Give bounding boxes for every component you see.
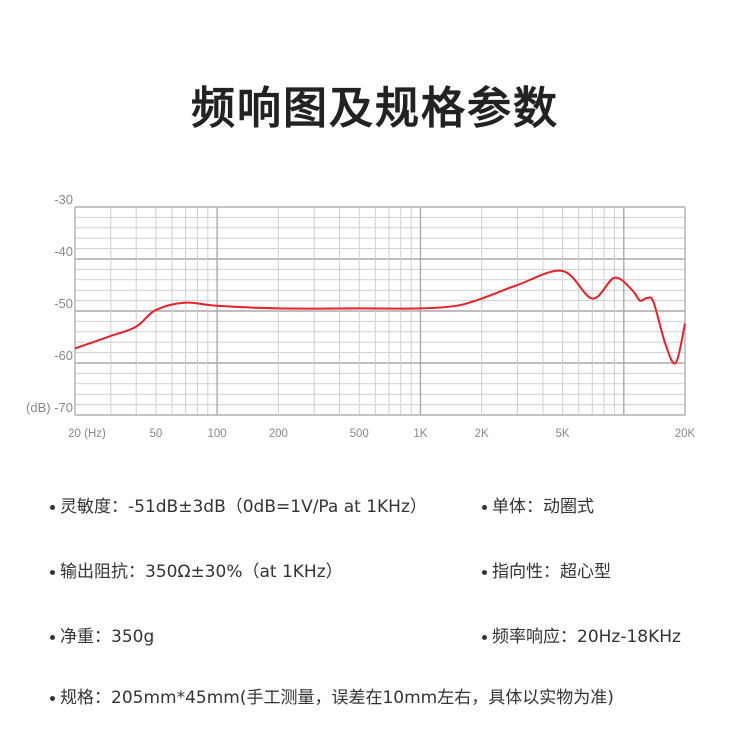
spec-text: 频率响应：20Hz-18KHz [492, 627, 681, 647]
y-tick-label: (dB) -70 [26, 400, 73, 415]
bullet-icon [482, 569, 487, 575]
spec-text: 净重：350g [60, 627, 155, 647]
x-tick-label: 200 [269, 428, 288, 440]
x-tick-label: 100 [208, 428, 227, 440]
bullet-icon [50, 695, 55, 701]
spec-weight: 净重：350g [50, 622, 154, 647]
spec-text: 灵敏度：-51dB±3dB（0dB=1V/Pa at 1KHz） [60, 497, 427, 517]
x-tick-label: 20 (Hz) [68, 428, 106, 440]
y-tick-label: -50 [54, 296, 73, 311]
bullet-icon [50, 569, 55, 575]
y-tick-label: -40 [54, 244, 73, 259]
x-tick-label: 50 [150, 428, 163, 440]
spec-text: 单体：动圈式 [492, 497, 594, 517]
plot-frame [74, 206, 686, 416]
frequency-response-chart: -30 -40 -50 -60 (dB) -70 20 (Hz) 50 100 200 500 1K… [26, 192, 696, 440]
bullet-icon [50, 504, 55, 510]
frequency-response-line [74, 269, 686, 365]
x-tick-label: 20K [675, 428, 696, 440]
bullet-icon [482, 504, 487, 510]
spec-dimensions: 规格：205mm*45mm(手工测量，误差在10mm左右，具体以实物为准) [50, 683, 614, 708]
y-tick-label: -60 [54, 348, 73, 363]
spec-polar-pattern: 指向性：超心型 [482, 557, 611, 582]
bullet-icon [50, 634, 55, 640]
page-title: 频响图及规格参数 [191, 83, 559, 134]
spec-text: 指向性：超心型 [492, 562, 611, 582]
bullet-icon [482, 634, 487, 640]
x-tick-label: 5K [556, 428, 570, 440]
y-tick-label: -30 [54, 192, 73, 207]
x-tick-label: 2K [475, 428, 489, 440]
spec-text: 输出阻抗：350Ω±30%（at 1KHz） [60, 562, 343, 582]
spec-sensitivity: 灵敏度：-51dB±3dB（0dB=1V/Pa at 1KHz） [50, 492, 427, 517]
spec-driver: 单体：动圈式 [482, 492, 594, 517]
spec-impedance: 输出阻抗：350Ω±30%（at 1KHz） [50, 557, 343, 582]
spec-frequency-response: 频率响应：20Hz-18KHz [482, 622, 681, 647]
x-tick-label: 1K [413, 428, 427, 440]
x-tick-label: 500 [350, 428, 369, 440]
spec-text: 规格：205mm*45mm(手工测量，误差在10mm左右，具体以实物为准) [60, 688, 614, 708]
